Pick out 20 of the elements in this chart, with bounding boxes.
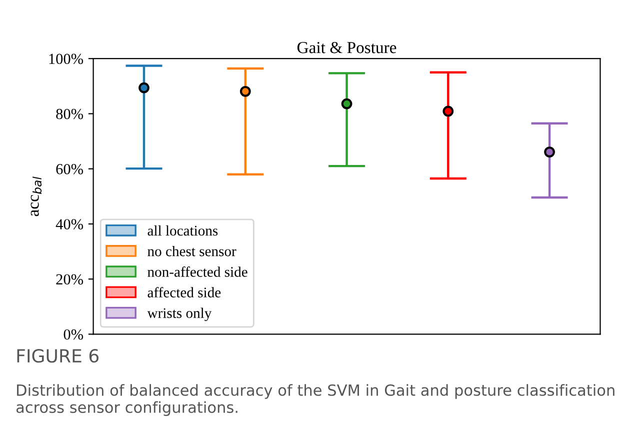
- y-tick-label: 80%: [56, 108, 84, 120]
- point: [138, 82, 150, 94]
- point: [341, 98, 352, 110]
- caption: FIGURE 6: [17, 348, 99, 363]
- point: [240, 86, 251, 97]
- legend-label: no chest sensor: [148, 246, 236, 256]
- legend-label: affected side: [148, 287, 221, 298]
- y-tick-label: 100%: [49, 54, 84, 64]
- legend-label: non-affected side: [148, 266, 248, 277]
- legend-label: all locations: [148, 225, 218, 236]
- text: Distribution of balanced accuracy of the SVM in Gait and posture classification across sensor configurations.: [16, 384, 614, 416]
- y-tick-label: 0%: [64, 329, 84, 340]
- chart-title: Gait & Posture: [297, 42, 396, 54]
- point: [442, 106, 454, 117]
- legend-label: wrists only: [147, 308, 212, 322]
- y-tick-label: 60%: [56, 164, 84, 174]
- y-tick-label: 40%: [56, 219, 84, 230]
- point: [544, 146, 555, 158]
- y-tick-label: 20%: [56, 274, 84, 285]
- y-axis-title: acc$_{bal}$: [30, 176, 42, 216]
